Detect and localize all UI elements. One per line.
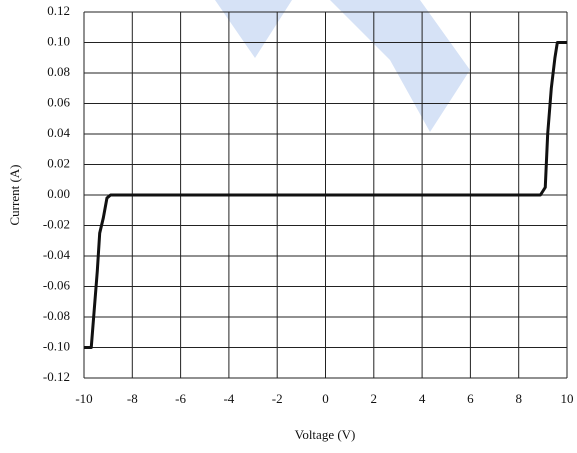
y-tick-label: 0.06 (47, 94, 70, 109)
x-tick-label: 10 (561, 391, 574, 406)
x-tick-label: 8 (515, 391, 522, 406)
x-tick-label: -8 (127, 391, 138, 406)
x-axis-title: Voltage (V) (295, 427, 356, 442)
y-tick-label: -0.06 (43, 277, 71, 292)
y-tick-label: 0.04 (47, 125, 70, 140)
x-tick-label: 0 (322, 391, 329, 406)
y-tick-label: 0.08 (47, 64, 70, 79)
x-tick-label: 6 (467, 391, 474, 406)
y-tick-label: 0.02 (47, 155, 70, 170)
x-tick-label: -6 (175, 391, 186, 406)
y-tick-label: -0.08 (43, 308, 70, 323)
x-tick-label: -2 (272, 391, 283, 406)
x-tick-label: -4 (223, 391, 234, 406)
y-axis-title: Current (A) (7, 164, 22, 225)
y-tick-label: -0.02 (43, 216, 70, 231)
y-tick-label: 0.12 (47, 3, 70, 18)
y-tick-label: 0.10 (47, 33, 70, 48)
y-tick-label: -0.10 (43, 338, 70, 353)
chart: Voltage (V) Current (A) -0.12 -0.10 -0.08 -… (0, 0, 577, 448)
x-tick-label: 2 (371, 391, 378, 406)
y-tick-label: -0.12 (43, 369, 70, 384)
y-tick-label: 0.00 (47, 186, 70, 201)
x-tick-label: 4 (419, 391, 426, 406)
x-tick-label: -10 (75, 391, 92, 406)
watermark (215, 0, 470, 132)
y-tick-label: -0.04 (43, 247, 71, 262)
